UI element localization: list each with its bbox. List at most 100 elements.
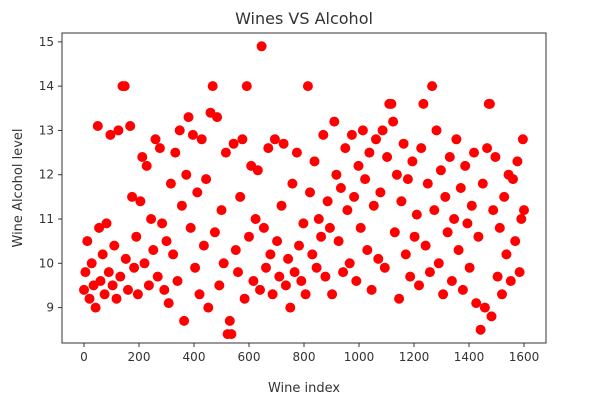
data-point [355,222,366,233]
data-point [386,98,397,109]
y-tick-label: 10 [39,256,54,270]
x-tick-label: 400 [183,350,206,364]
data-point [212,112,223,123]
data-point [329,116,340,127]
data-point [311,262,322,273]
data-point [233,267,243,278]
x-tick-label: 0 [80,350,88,364]
data-point [409,231,420,242]
data-point [159,284,170,295]
data-point [220,147,231,158]
data-point [148,245,159,255]
data-point [269,134,280,145]
data-point [105,129,116,140]
data-point [272,236,283,247]
x-tick-label: 1000 [344,350,375,364]
data-point [294,240,304,251]
data-point [109,240,120,251]
data-point [364,147,375,158]
data-point [375,187,386,198]
data-point [256,41,267,52]
data-point [132,289,143,300]
data-point [154,143,165,154]
data-point [84,293,95,304]
data-point [183,112,194,123]
data-point [157,218,168,229]
data-point [464,262,475,273]
y-tick-label: 15 [39,35,54,49]
data-point [230,245,241,255]
data-point [431,125,442,136]
data-point [505,276,516,286]
data-point [486,311,497,322]
data-point [216,205,227,216]
data-point [407,156,418,167]
data-point [250,214,261,224]
data-point [362,245,373,255]
data-point [137,152,148,162]
data-point [111,293,122,304]
data-point [318,129,329,140]
data-point [353,160,364,171]
data-point [514,267,525,278]
data-point [331,169,342,180]
y-tick-label: 9 [46,301,54,315]
data-point [371,134,381,145]
data-point [94,222,105,233]
data-point [119,81,130,92]
data-point [129,262,140,273]
data-point [457,284,468,295]
x-tick-label: 1400 [454,350,485,364]
data-point [438,289,449,300]
data-point [349,191,360,202]
data-point [174,125,185,136]
data-point [82,236,93,247]
data-point [482,143,493,154]
x-axis-label: Wine index [268,381,340,396]
data-point [101,218,112,229]
data-point [131,231,142,242]
points-layer [79,41,529,340]
data-point [442,227,453,238]
data-point [123,284,133,295]
data-point [517,134,528,145]
data-point [179,315,190,326]
data-point [462,218,473,229]
x-ticks: 0 200 400 600 800 1000 1200 1400 1600 [80,343,539,364]
y-tick-label: 12 [39,168,54,182]
data-point [244,231,254,242]
data-point [449,214,460,224]
data-point [394,293,405,304]
data-point [207,81,218,92]
data-point [398,138,409,149]
data-point [302,81,313,92]
data-point [497,289,507,300]
data-point [488,205,499,216]
plot-frame [61,32,547,344]
data-point [152,271,163,282]
data-point [344,258,355,269]
data-point [163,298,174,309]
data-point [143,280,154,291]
data-point [265,249,276,260]
data-point [300,289,311,300]
data-point [192,187,203,198]
data-point [97,249,108,260]
data-point [466,200,477,211]
y-axis-label: Wine Alcohol level [11,128,26,247]
data-point [224,315,235,326]
data-point [258,222,269,233]
data-point [170,147,181,158]
data-point [320,271,331,282]
data-point [427,81,438,92]
data-point [296,276,307,286]
data-point [420,240,431,251]
data-point [366,284,377,295]
data-point [388,116,399,127]
data-point [453,245,464,255]
data-point [141,160,152,171]
data-point [327,289,338,300]
data-point [161,236,172,247]
y-tick-label: 14 [39,79,54,93]
data-point [241,81,252,92]
